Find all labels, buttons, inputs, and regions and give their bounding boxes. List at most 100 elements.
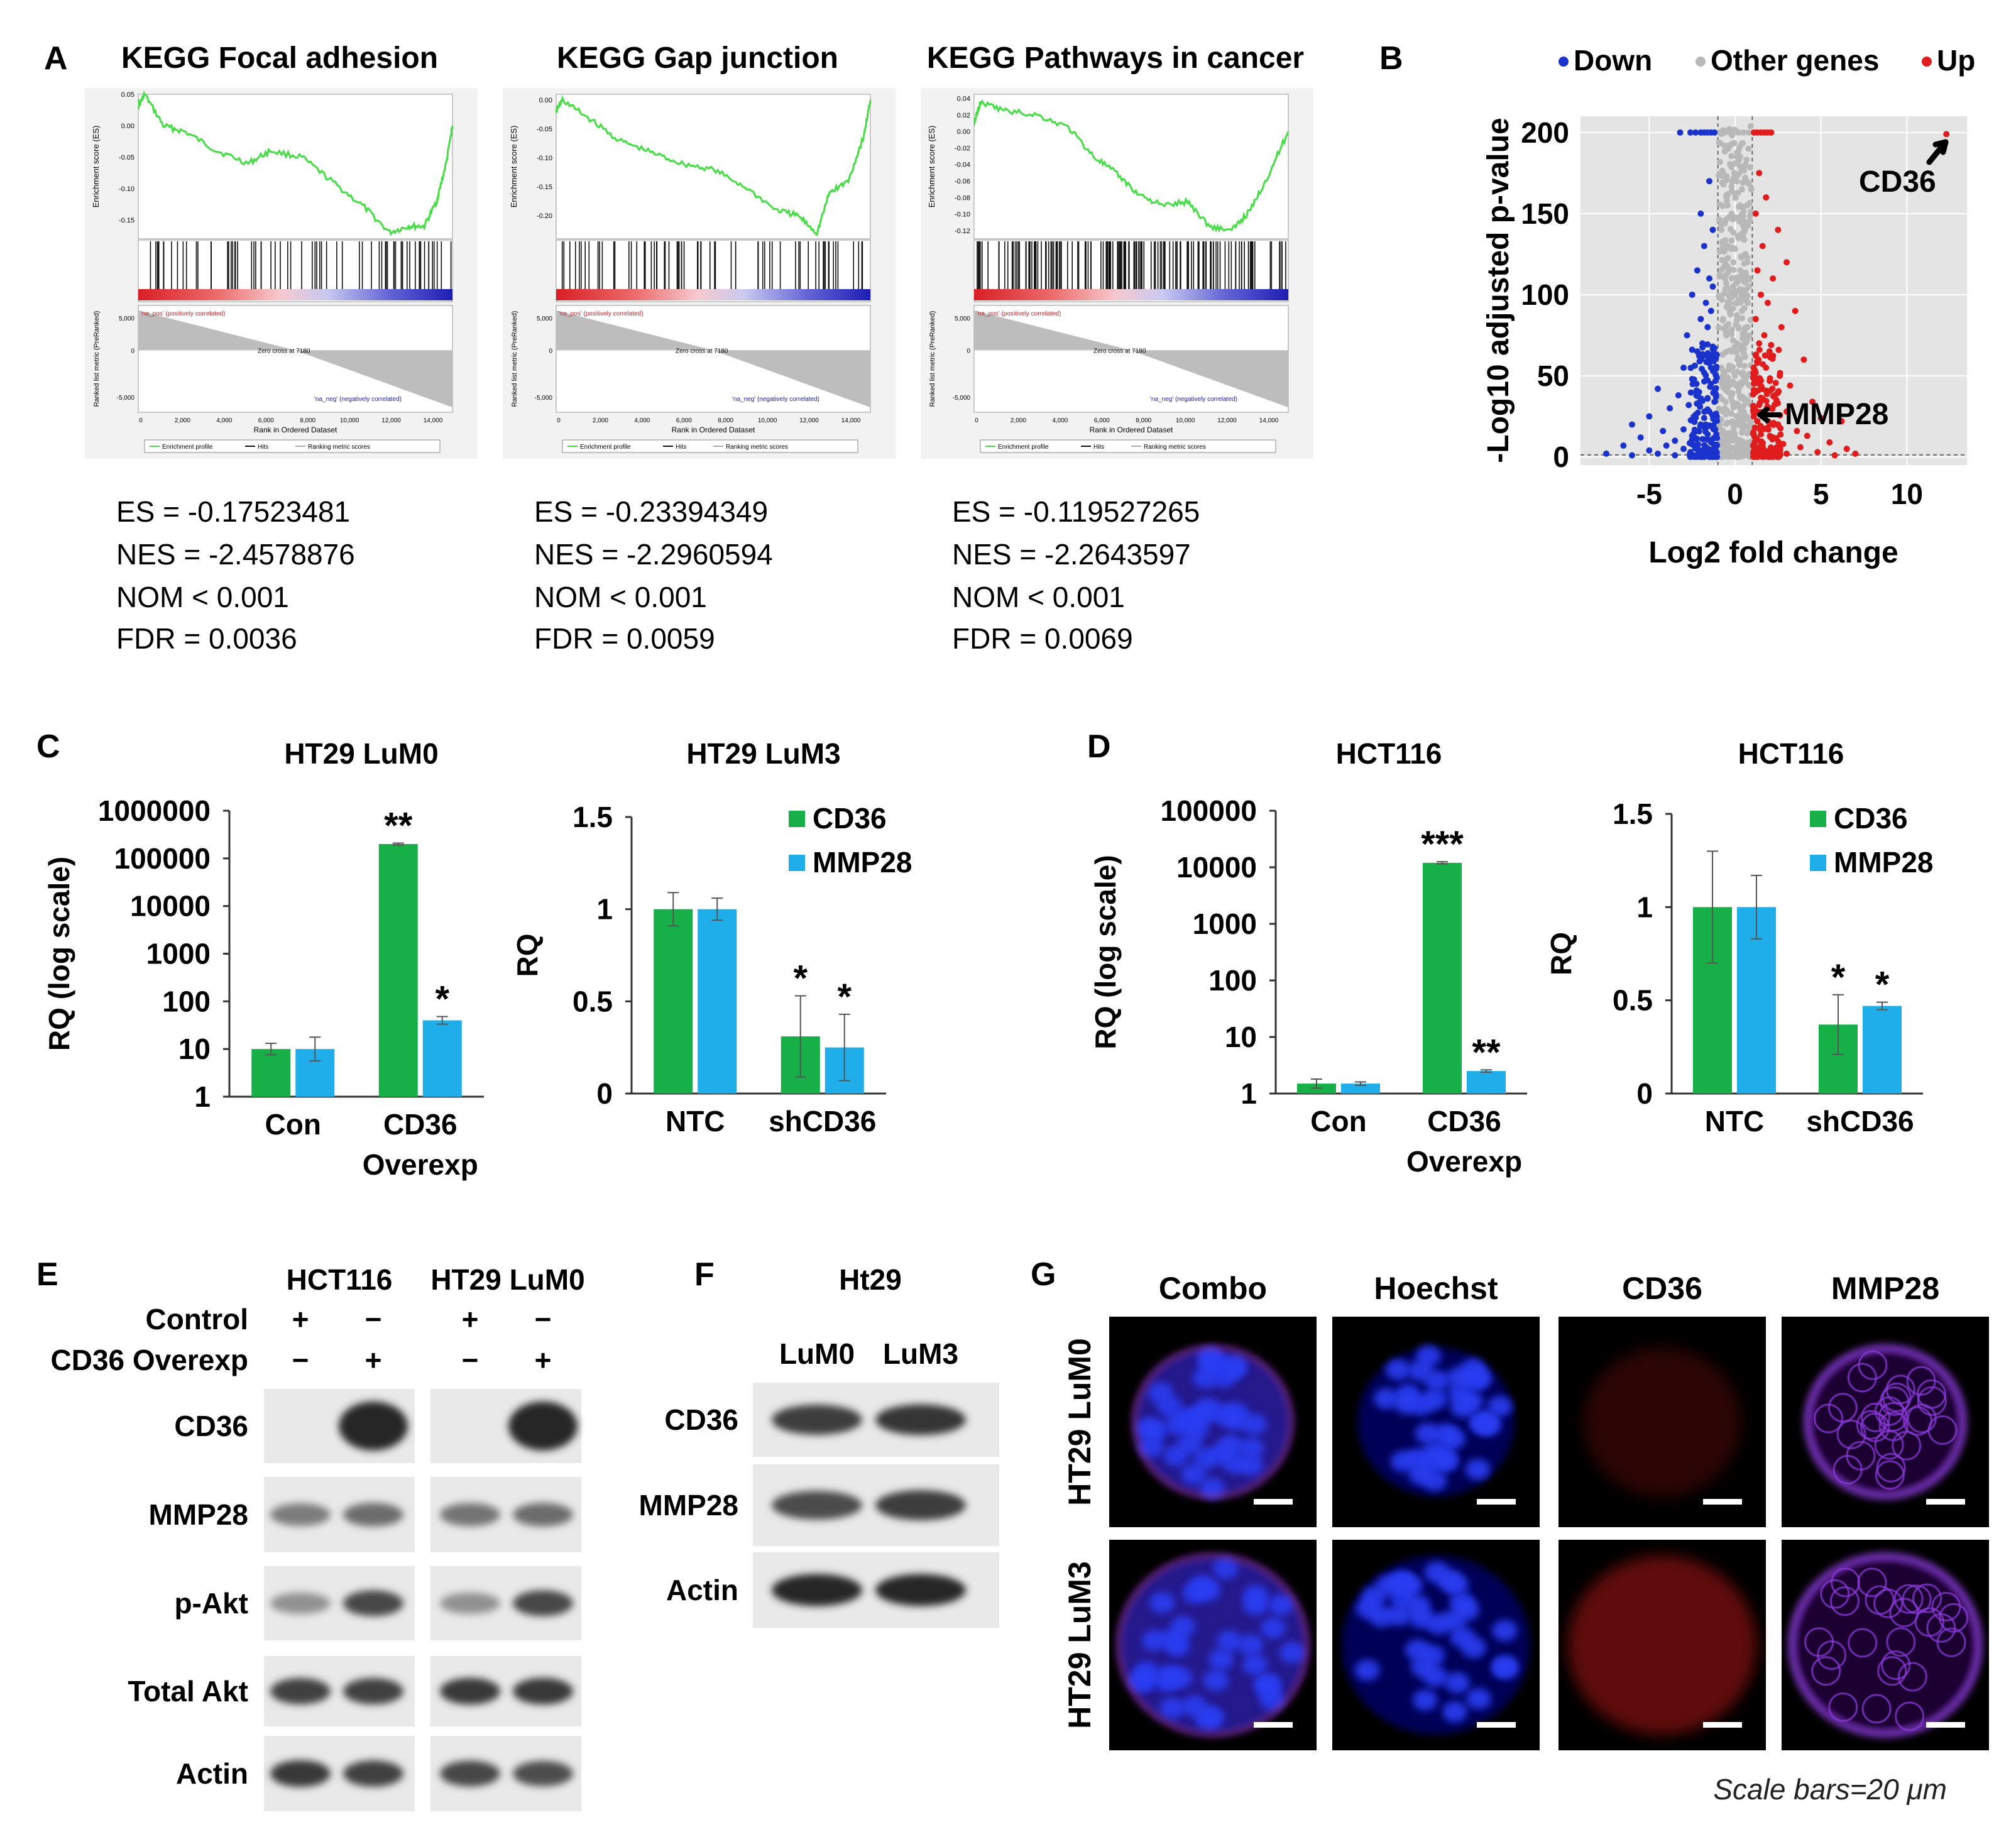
- micro-cell-membrane: [1881, 1650, 1911, 1681]
- gsea-metric-tick: -5,000: [117, 395, 135, 402]
- bar-category-label: Con: [1310, 1105, 1366, 1138]
- volcano-point-down: [1713, 374, 1720, 381]
- volcano-point-up: [1763, 390, 1770, 397]
- volcano-point-up: [1775, 346, 1782, 353]
- volcano-point-up: [1770, 275, 1777, 282]
- volcano-point-other: [1741, 167, 1748, 174]
- blot-f-lane-label: LuM0: [779, 1337, 855, 1370]
- volcano-point-other: [1735, 171, 1742, 178]
- volcano-point-down: [1704, 324, 1711, 331]
- blot-f-row-label: MMP28: [639, 1489, 738, 1522]
- volcano-point-other: [1741, 288, 1748, 295]
- volcano-point-other: [1732, 380, 1738, 387]
- gsea-x-tick: 14,000: [424, 417, 443, 424]
- micro-nucleus: [1148, 1382, 1173, 1404]
- gsea-es-tick: -0.15: [119, 217, 134, 224]
- blot-row-label: p-Akt: [174, 1587, 248, 1620]
- micro-cell-membrane: [1846, 1440, 1876, 1471]
- micro-cell-membrane: [1848, 1628, 1878, 1658]
- micro-cell-membrane: [1912, 1583, 1942, 1613]
- gsea-es-tick: -0.05: [537, 126, 552, 133]
- volcano-point-other: [1719, 431, 1726, 437]
- gsea-es-tick: -0.04: [955, 162, 970, 169]
- micro-nucleus: [1423, 1440, 1449, 1462]
- micro-row-label: HT29 LuM0: [1062, 1338, 1097, 1506]
- gsea-x-label: Rank in Ordered Dataset: [672, 425, 755, 434]
- volcano-point-up: [1770, 434, 1777, 441]
- volcano-point-down: [1707, 439, 1714, 446]
- volcano-point-down: [1677, 129, 1684, 136]
- bar-category-label: Overexp: [1406, 1145, 1522, 1178]
- volcano-point-down: [1704, 395, 1711, 402]
- bar-category-label: Con: [265, 1108, 321, 1141]
- gsea-metric-shape-pos: [556, 310, 713, 351]
- blot-band: [440, 1760, 500, 1787]
- volcano-point-down: [1709, 226, 1716, 233]
- blot-overexp-sign: +: [535, 1344, 552, 1376]
- legend-down-label: Down: [1574, 44, 1652, 77]
- bar-charts: HT29 LuM01101001000100001000001000000RQ …: [43, 737, 1933, 1181]
- micro-nucleus: [1268, 1594, 1294, 1616]
- volcano-point-other: [1725, 145, 1732, 152]
- blot-band: [343, 1760, 403, 1787]
- volcano-point-other: [1730, 421, 1737, 428]
- bar-y-tick: 10000: [1176, 851, 1257, 884]
- gsea-es-value: ES = -0.17523481: [116, 495, 350, 528]
- volcano-point-other: [1721, 381, 1728, 388]
- volcano-point-other: [1739, 235, 1746, 242]
- volcano-point-other: [1737, 405, 1744, 412]
- blot-f-band: [772, 1405, 862, 1435]
- volcano-point-up: [1794, 427, 1800, 434]
- micro-scale-bar: [1703, 1722, 1742, 1728]
- bar-y-tick: 1000000: [98, 794, 211, 827]
- gsea-x-tick: 4,000: [634, 417, 650, 424]
- legend-mmp28-swatch: [789, 855, 805, 871]
- panel-letter-d: D: [1087, 728, 1111, 765]
- gsea-metric-axis-label: Ranked list metric (PreRanked): [929, 311, 936, 407]
- gsea-zero-cross: Zero cross at 7180: [258, 348, 310, 354]
- gsea-x-tick: 6,000: [1094, 417, 1110, 424]
- volcano-point-other: [1731, 140, 1738, 146]
- blot-overexp-sign: −: [292, 1344, 309, 1376]
- volcano-point-down: [1711, 387, 1718, 393]
- volcano-y-tick: 0: [1553, 441, 1569, 473]
- micro-tile-hoechst: [1332, 1540, 1540, 1750]
- volcano-y-tick: 50: [1537, 359, 1569, 392]
- volcano-point-down: [1687, 129, 1694, 136]
- volcano-point-down: [1709, 343, 1716, 350]
- volcano-point-up: [1943, 131, 1950, 138]
- micro-cell-membrane: [1902, 1584, 1932, 1615]
- volcano-point-other: [1724, 255, 1731, 262]
- micro-nucleus: [1129, 1669, 1155, 1691]
- volcano-point-other: [1742, 377, 1749, 384]
- volcano-point-down: [1655, 450, 1661, 457]
- volcano-point-up: [1772, 401, 1778, 408]
- volcano-point-down: [1675, 392, 1682, 398]
- volcano-point-other: [1738, 429, 1745, 436]
- blot-band: [343, 1590, 403, 1616]
- micro-cell-membrane: [1858, 1350, 1888, 1380]
- volcano-point-up: [1775, 388, 1782, 395]
- volcano-point-other: [1723, 323, 1729, 330]
- volcano-point-other: [1733, 178, 1740, 185]
- gsea-fdr-value: FDR = 0.0069: [952, 622, 1133, 655]
- micro-cell-membrane: [1885, 1374, 1915, 1405]
- volcano-point-down: [1684, 332, 1690, 339]
- volcano-point-down: [1663, 442, 1670, 449]
- micro-nucleus: [1492, 1620, 1518, 1642]
- micro-nucleus: [1408, 1359, 1433, 1381]
- micro-nucleus: [1193, 1447, 1219, 1469]
- volcano-point-up: [1751, 380, 1758, 387]
- micro-nucleus: [1443, 1574, 1469, 1596]
- gsea-fdr-value: FDR = 0.0059: [534, 622, 715, 655]
- micro-nucleus: [1279, 1642, 1305, 1664]
- volcano-point-other: [1744, 324, 1751, 331]
- micro-cell-membrane: [1861, 1402, 1891, 1432]
- volcano-point-down: [1706, 452, 1712, 459]
- blot-f-row-label: CD36: [664, 1403, 738, 1436]
- volcano-point-other: [1731, 431, 1738, 437]
- bar-category-label: NTC: [1705, 1105, 1765, 1138]
- gsea-pos-label: 'na_pos' (positively correlated): [977, 310, 1061, 317]
- volcano-point-up: [1771, 392, 1778, 398]
- volcano-point-up: [1756, 402, 1763, 409]
